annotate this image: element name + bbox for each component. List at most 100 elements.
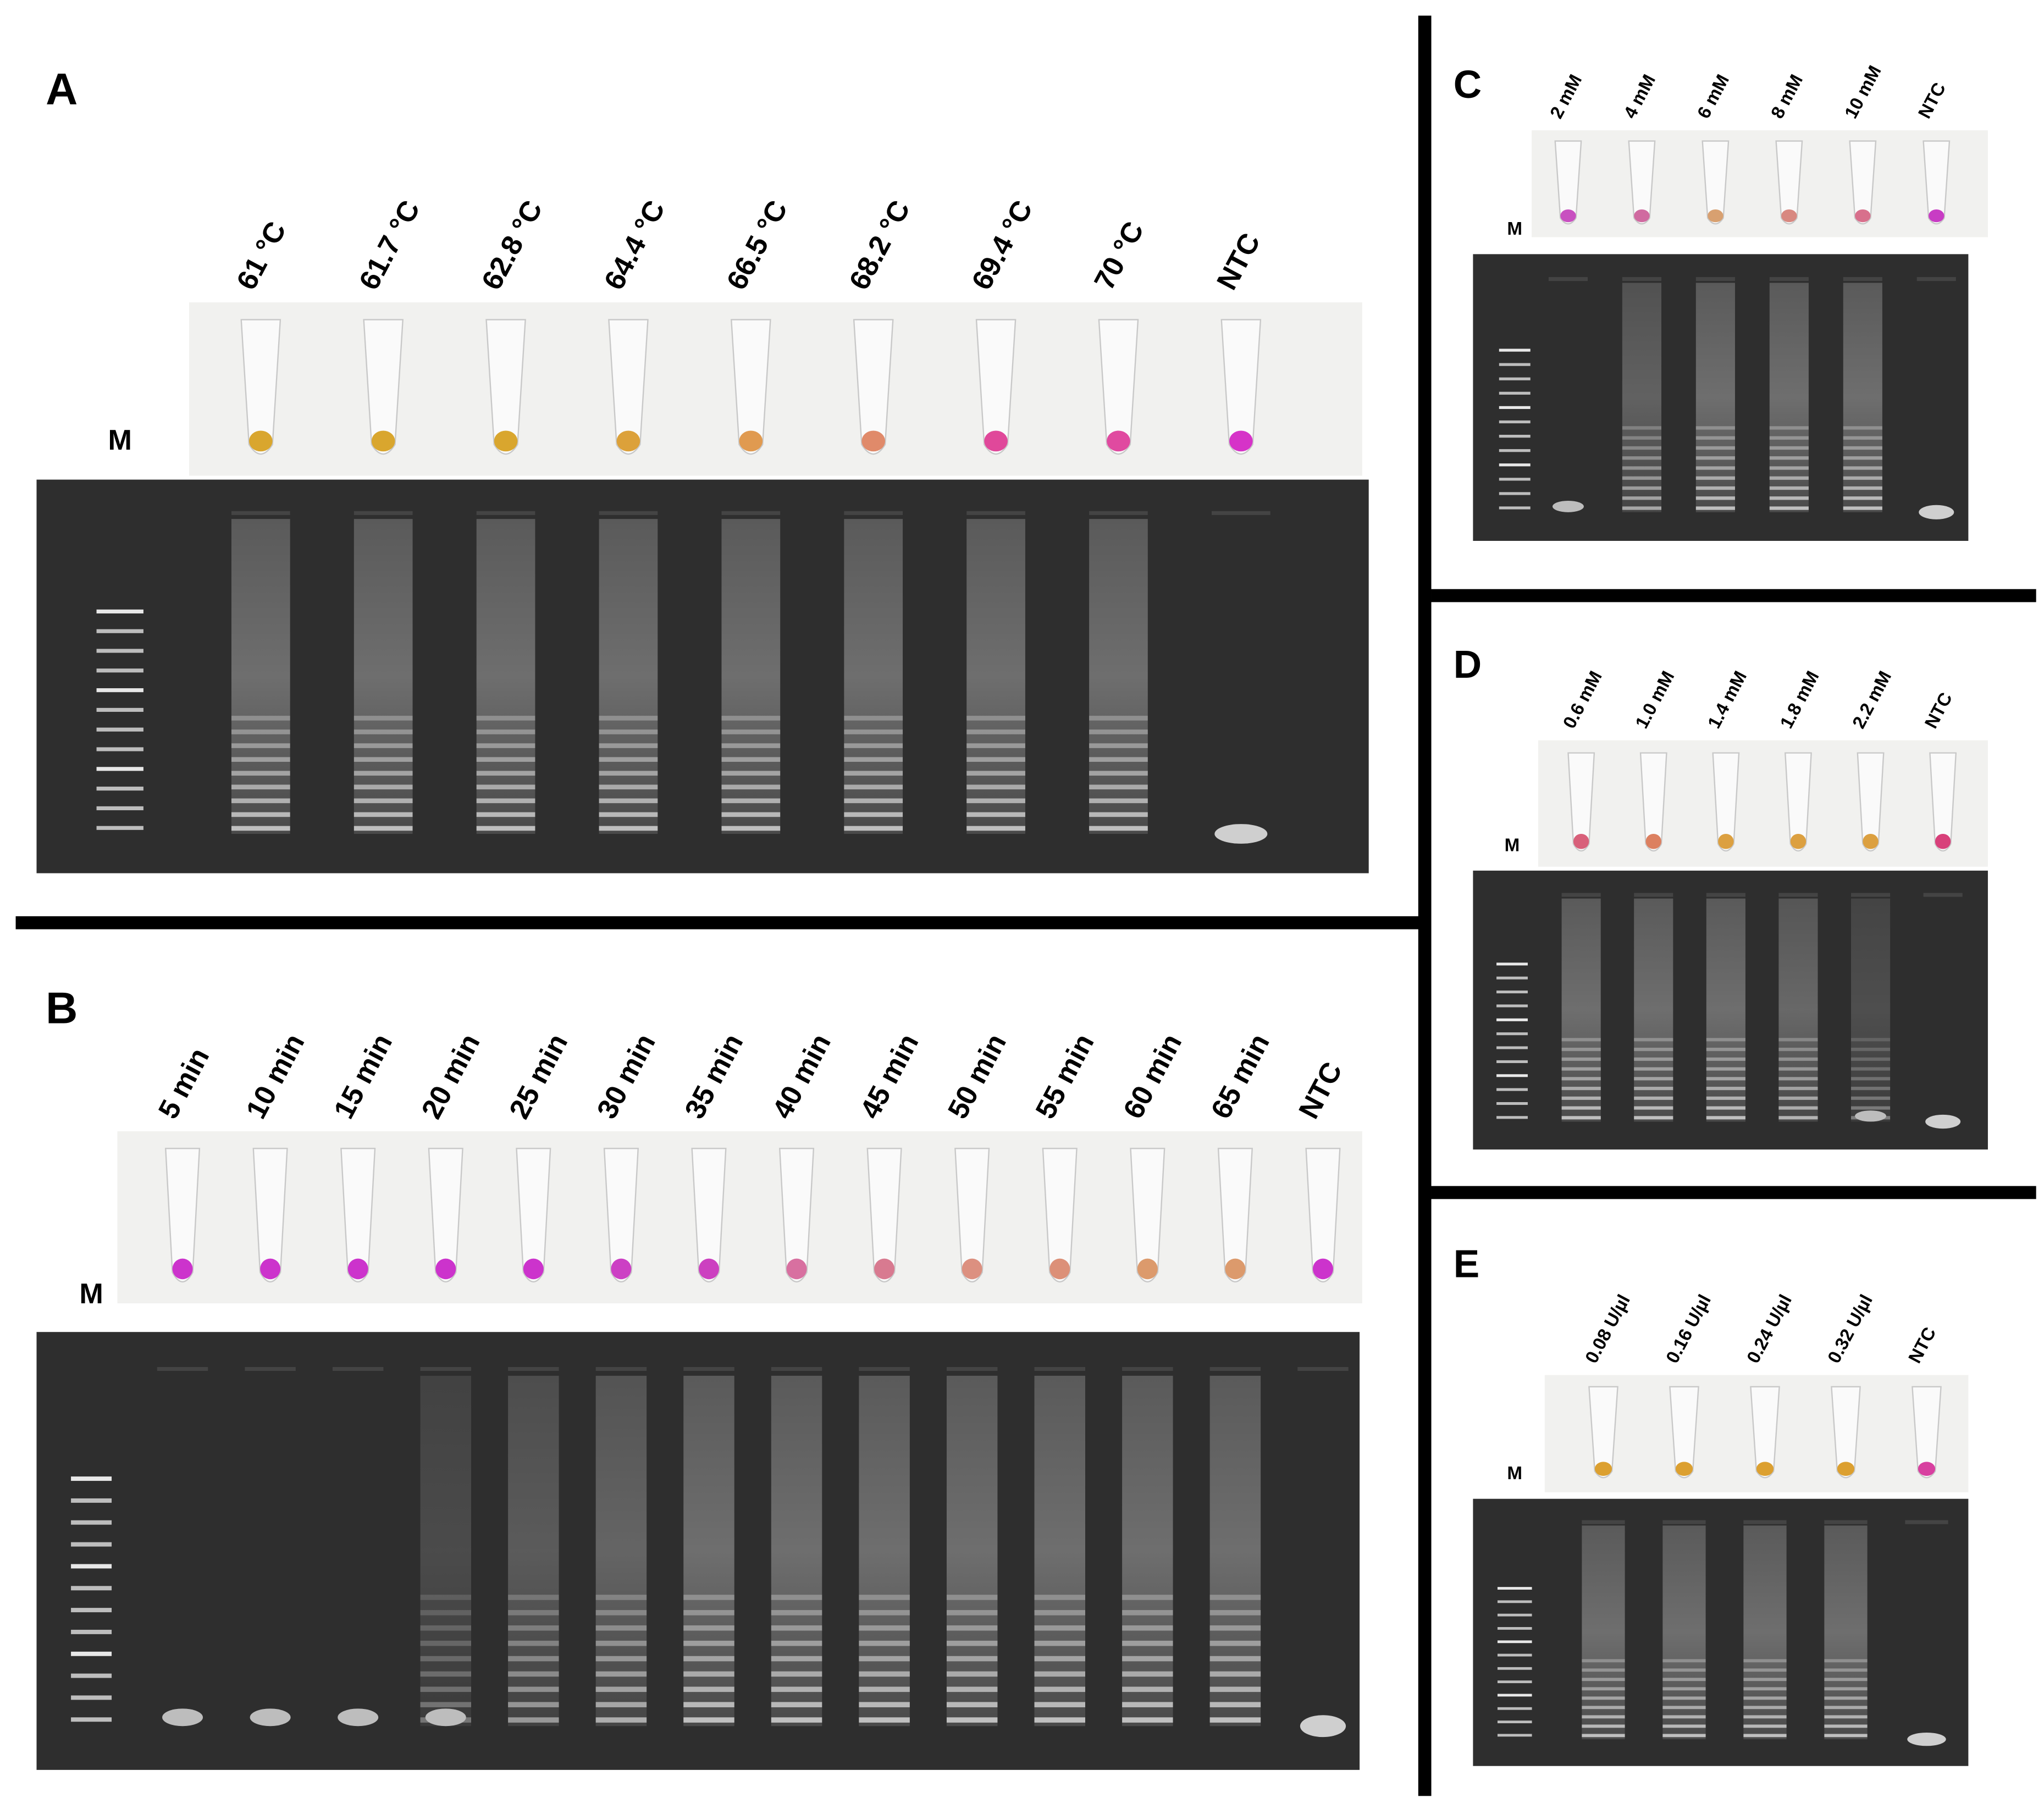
band — [1634, 1077, 1673, 1081]
tube — [1831, 1386, 1861, 1479]
band — [721, 784, 781, 790]
ladder-band — [96, 806, 143, 811]
band — [420, 1702, 471, 1707]
tube-liquid — [1756, 1462, 1774, 1476]
primer-band — [1553, 500, 1584, 512]
band — [1778, 1116, 1818, 1120]
band — [420, 1656, 471, 1662]
band — [721, 826, 781, 831]
band — [1561, 1106, 1601, 1110]
band — [476, 812, 535, 817]
band — [1582, 1678, 1625, 1681]
smear — [1695, 283, 1735, 512]
band — [231, 826, 290, 831]
band — [1122, 1686, 1173, 1692]
band — [1209, 1717, 1261, 1723]
marker-label: M — [1507, 219, 1522, 239]
band — [353, 798, 413, 804]
band — [1561, 1116, 1601, 1120]
band — [859, 1656, 910, 1662]
smear — [595, 1375, 647, 1727]
tube-liquid — [611, 1258, 632, 1280]
band — [1769, 496, 1809, 500]
band — [1561, 1057, 1601, 1061]
panel-letter: D — [1454, 643, 1482, 687]
tube-liquid — [1781, 209, 1797, 223]
tube-liquid — [786, 1258, 807, 1280]
band — [1582, 1715, 1625, 1719]
band — [1850, 1106, 1891, 1110]
ladder-band — [96, 629, 143, 633]
tube-liquid — [435, 1258, 456, 1280]
band — [1089, 784, 1148, 790]
tube — [428, 1148, 463, 1282]
band — [946, 1640, 998, 1646]
band — [353, 757, 413, 762]
ladder-band — [1499, 478, 1531, 481]
band — [721, 812, 781, 817]
band — [1561, 1067, 1601, 1071]
band — [771, 1717, 822, 1723]
band — [599, 812, 658, 817]
band — [859, 1595, 910, 1600]
band — [1743, 1696, 1787, 1700]
band — [1743, 1668, 1787, 1672]
band — [420, 1686, 471, 1692]
band — [1634, 1048, 1673, 1052]
band — [946, 1702, 998, 1707]
tube-liquid — [616, 430, 640, 452]
band — [1622, 506, 1661, 510]
band — [946, 1625, 998, 1631]
tube-liquid — [1708, 209, 1723, 223]
band — [771, 1656, 822, 1662]
band — [1850, 1067, 1891, 1071]
band — [683, 1702, 734, 1707]
ladder-band — [1499, 420, 1531, 424]
band — [1850, 1057, 1891, 1061]
smear — [1850, 898, 1891, 1122]
band — [1695, 496, 1735, 500]
smear — [231, 519, 290, 834]
band — [966, 771, 1025, 776]
ladder-band — [1497, 1734, 1532, 1737]
ladder-band — [71, 1476, 112, 1481]
band — [1706, 1048, 1745, 1052]
band — [1209, 1610, 1261, 1616]
well — [771, 1367, 822, 1371]
tube — [1639, 752, 1667, 852]
well — [1122, 1367, 1173, 1371]
ladder-band — [1496, 1102, 1528, 1105]
ladder-band — [96, 826, 143, 830]
tube — [340, 1148, 376, 1282]
band — [1824, 1724, 1868, 1728]
band — [1769, 456, 1809, 460]
band — [508, 1610, 559, 1616]
tube-liquid — [1855, 209, 1871, 223]
marker-label: M — [1507, 1463, 1522, 1484]
band — [1662, 1715, 1706, 1719]
tube — [1849, 140, 1877, 225]
ladder-band — [1497, 1613, 1532, 1617]
ladder-band — [96, 668, 143, 673]
band — [1034, 1625, 1085, 1631]
tube-liquid — [1560, 209, 1576, 223]
band — [859, 1717, 910, 1723]
band — [1582, 1687, 1625, 1691]
band — [1695, 436, 1735, 440]
band — [1706, 1038, 1745, 1042]
tube-liquid — [1718, 833, 1734, 849]
tube-liquid — [962, 1258, 982, 1280]
tube — [608, 319, 649, 455]
tube — [1305, 1148, 1341, 1282]
primer-dimer — [1925, 1114, 1961, 1129]
band — [1622, 466, 1661, 470]
band — [721, 743, 781, 748]
band — [599, 798, 658, 804]
band — [1843, 436, 1882, 440]
well — [157, 1367, 208, 1371]
band — [966, 798, 1025, 804]
band — [1824, 1678, 1868, 1681]
ladder-band — [1496, 1074, 1528, 1077]
band — [844, 743, 903, 748]
